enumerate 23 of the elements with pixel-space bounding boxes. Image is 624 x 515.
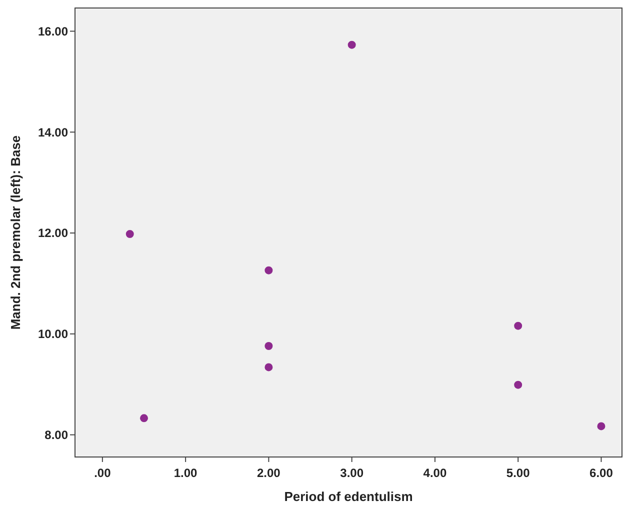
x-axis-title: Period of edentulism bbox=[284, 489, 413, 504]
point bbox=[348, 40, 356, 49]
y-tick-label: 14.00 bbox=[38, 125, 68, 140]
point bbox=[514, 322, 522, 330]
point bbox=[597, 422, 606, 430]
point bbox=[126, 230, 134, 238]
y-tick-label: 12.00 bbox=[38, 226, 68, 240]
point bbox=[140, 414, 148, 422]
x-tick-label: 6.00 bbox=[590, 466, 614, 480]
y-tick-label: 10.00 bbox=[38, 327, 68, 342]
x-tick-label: 2.00 bbox=[257, 466, 281, 480]
y-axis-title: Mand. 2nd premolar (left): Base bbox=[8, 135, 23, 330]
point bbox=[514, 380, 522, 389]
y-tick-label: 16.00 bbox=[38, 24, 68, 38]
x-tick-label: 4.00 bbox=[423, 466, 447, 480]
point bbox=[264, 266, 273, 274]
x-tick-label: .00 bbox=[94, 466, 112, 480]
point bbox=[264, 342, 273, 350]
x-tick-label: 5.00 bbox=[506, 466, 530, 480]
y-tick-label: 8.00 bbox=[44, 428, 68, 442]
x-tick-label: 3.00 bbox=[340, 466, 364, 480]
x-tick-label: 1.00 bbox=[174, 466, 198, 480]
point bbox=[264, 363, 273, 372]
